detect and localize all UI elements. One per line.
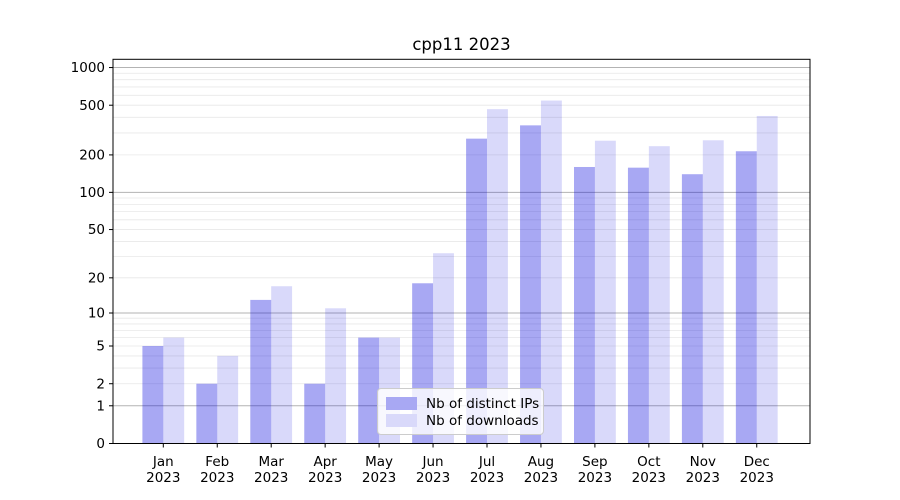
bar-downloads-Dec: [756, 115, 778, 444]
legend-swatch-distinct-ips: [386, 397, 417, 410]
bar-downloads-Apr: [325, 308, 347, 444]
y-tick-label: 1: [96, 398, 105, 414]
bar-distinct-ips-Dec: [735, 151, 757, 444]
y-tick-label: 100: [79, 185, 105, 201]
bar-downloads-Sep: [594, 140, 616, 444]
x-tick-label: Aug 2023: [524, 454, 558, 486]
legend-swatch-downloads: [386, 414, 417, 427]
bar-downloads-Mar: [271, 286, 293, 444]
x-tick-label: Jan 2023: [146, 454, 180, 486]
y-tick-label: 0: [96, 436, 105, 452]
bar-distinct-ips-Sep: [574, 166, 595, 444]
x-tick-label: Jul 2023: [470, 454, 504, 486]
legend-label-downloads: Nb of downloads: [426, 412, 539, 429]
bar-downloads-Aug: [540, 100, 562, 444]
y-tick-label: 500: [79, 98, 105, 114]
x-tick-label: Jun 2023: [416, 454, 450, 486]
y-tick-label: 5: [96, 339, 105, 355]
bar-distinct-ips-Oct: [627, 167, 649, 444]
y-tick-label: 10: [88, 306, 105, 322]
bar-distinct-ips-Jul: [466, 138, 487, 444]
y-tick-label: 20: [88, 271, 105, 287]
x-tick-label: Feb 2023: [200, 454, 234, 486]
bar-downloads-Nov: [702, 140, 724, 444]
x-tick-label: Oct 2023: [632, 454, 666, 486]
x-tick-label: Dec 2023: [740, 454, 774, 486]
x-tick-label: Apr 2023: [308, 454, 342, 486]
bar-distinct-ips-Apr: [304, 383, 326, 444]
x-tick-label: May 2023: [362, 454, 396, 486]
x-tick-label: Sep 2023: [578, 454, 612, 486]
y-tick-label: 1000: [71, 60, 105, 76]
legend-label-distinct-ips: Nb of distinct IPs: [426, 395, 540, 412]
legend: Nb of distinct IPs Nb of downloads: [377, 388, 544, 435]
bar-distinct-ips-Aug: [520, 125, 541, 444]
bar-downloads-Jul: [487, 109, 508, 444]
bar-distinct-ips-Nov: [681, 174, 703, 444]
bar-downloads-Jan: [163, 337, 185, 444]
chart-title: cpp11 2023: [412, 35, 511, 54]
legend-item-distinct-ips: Nb of distinct IPs: [386, 396, 539, 412]
y-tick-label: 50: [88, 222, 105, 238]
x-tick-label: Mar 2023: [254, 454, 288, 486]
bar-distinct-ips-Mar: [250, 299, 272, 444]
x-tick-label: Nov 2023: [686, 454, 720, 486]
bar-downloads-Feb: [217, 355, 239, 444]
bar-distinct-ips-May: [358, 337, 380, 444]
bar-downloads-Oct: [648, 146, 670, 444]
legend-item-downloads: Nb of downloads: [386, 413, 539, 429]
axes-frame: [112, 58, 811, 445]
y-tick-label: 2: [96, 376, 105, 392]
y-tick-label: 200: [79, 148, 105, 164]
bar-distinct-ips-Jan: [142, 345, 164, 444]
bar-distinct-ips-Feb: [196, 383, 218, 444]
